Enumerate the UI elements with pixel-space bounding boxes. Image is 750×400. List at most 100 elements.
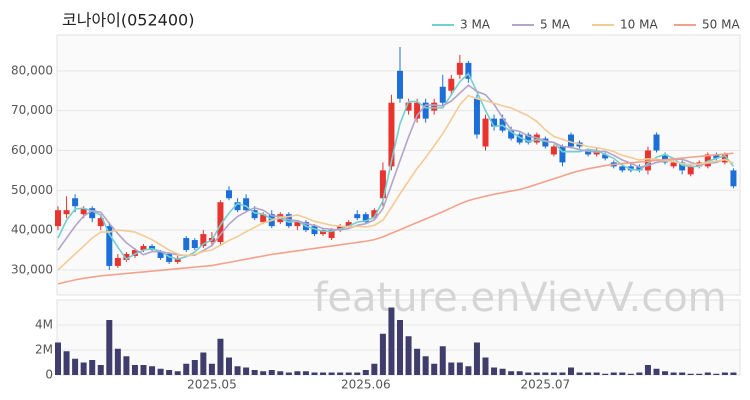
volume-bar <box>191 360 198 375</box>
volume-bar <box>431 363 438 375</box>
volume-bar <box>55 342 61 375</box>
candle-body <box>525 134 532 143</box>
candle-body <box>55 210 61 227</box>
volume-bar <box>491 367 498 375</box>
volume-bar <box>97 365 104 375</box>
volume-bar <box>516 371 523 375</box>
volume-bar <box>397 320 403 375</box>
candle-body <box>636 166 643 171</box>
volume-bar <box>345 372 352 375</box>
volume-bar <box>610 372 617 375</box>
volume-bar <box>721 372 728 375</box>
volume-bar <box>234 366 241 375</box>
candle-body <box>397 70 403 99</box>
volume-bar <box>644 365 651 375</box>
volume-bar <box>131 365 138 375</box>
volume-bar <box>687 373 694 375</box>
legend-label: 5 MA <box>540 18 571 32</box>
volume-bar <box>174 371 181 375</box>
candle-body <box>226 190 232 199</box>
candle-body <box>183 238 190 251</box>
candle-body <box>516 134 523 143</box>
volume-bar <box>525 372 532 375</box>
volume-bar <box>157 368 164 375</box>
volume-bar <box>285 372 292 375</box>
candle-body <box>405 102 412 111</box>
candle-body <box>602 154 609 159</box>
candle-body <box>140 246 147 251</box>
y-tick-label: 0 <box>45 368 53 382</box>
candle-body <box>542 138 549 147</box>
volume-bar <box>371 363 378 375</box>
volume-bar <box>473 342 480 375</box>
volume-bar <box>704 372 711 375</box>
volume-bar <box>217 338 224 375</box>
y-tick-label: 50,000 <box>11 183 53 197</box>
volume-bar <box>602 373 609 375</box>
y-tick-label: 4M <box>35 318 53 332</box>
candle-body <box>260 214 267 223</box>
candle-body <box>89 208 96 219</box>
volume-bar <box>149 366 156 375</box>
volume-bar <box>123 356 130 375</box>
moving-average-line <box>57 94 734 271</box>
volume-bar <box>679 372 686 375</box>
candle-body <box>80 208 87 215</box>
candle-body <box>730 170 737 187</box>
candle-body <box>106 226 113 266</box>
candle-body <box>473 98 480 135</box>
y-tick-label: 80,000 <box>11 63 53 77</box>
y-tick-label: 2M <box>35 343 53 357</box>
candle-body <box>328 230 335 239</box>
volume-bar <box>166 370 173 375</box>
candle-body <box>294 222 301 227</box>
volume-bar <box>439 346 446 375</box>
candle-body <box>371 210 378 219</box>
legend-label: 50 MA <box>702 18 740 32</box>
volume-bar <box>63 351 70 375</box>
moving-average-line <box>57 152 734 285</box>
candle-body <box>456 62 463 75</box>
volume-bar <box>302 371 309 375</box>
volume-bar <box>114 348 121 375</box>
candle-body <box>166 253 173 262</box>
volume-bar <box>89 360 96 375</box>
volume-bar <box>568 367 574 375</box>
x-tick-label: 2025.05 <box>187 378 237 392</box>
volume-bar <box>362 370 369 375</box>
volume-bar <box>140 365 147 375</box>
y-tick-label: 60,000 <box>11 143 53 157</box>
volume-bar <box>337 372 344 375</box>
volume-bar <box>80 362 87 375</box>
volume-bar <box>354 372 361 375</box>
volume-bar <box>713 373 720 375</box>
candle-body <box>243 198 250 211</box>
volume-bar <box>499 368 506 375</box>
volume-bar <box>653 368 660 375</box>
volume-bar <box>627 373 634 375</box>
candle-body <box>251 210 258 219</box>
moving-average-line <box>57 84 734 257</box>
candle-body <box>585 150 592 155</box>
candle-body <box>123 253 130 260</box>
volume-bar <box>405 336 412 375</box>
volume-bar <box>243 367 250 375</box>
y-tick-label: 40,000 <box>11 223 53 237</box>
volume-bar <box>226 357 232 375</box>
volume-bar <box>72 358 79 375</box>
volume-bar <box>662 371 669 375</box>
candle-body <box>422 102 429 119</box>
candle-body <box>414 102 421 119</box>
x-tick-label: 2025.07 <box>521 378 571 392</box>
candle-body <box>568 134 574 147</box>
chart-title: 코나아이(052400) <box>62 11 194 30</box>
volume-bar <box>559 372 566 375</box>
candle-body <box>217 202 224 243</box>
volume-bar <box>277 371 284 375</box>
volume-bar <box>183 363 190 375</box>
legend-label: 10 MA <box>620 18 658 32</box>
candle-body <box>388 102 395 167</box>
candle-body <box>508 130 515 139</box>
candle-body <box>345 222 352 227</box>
